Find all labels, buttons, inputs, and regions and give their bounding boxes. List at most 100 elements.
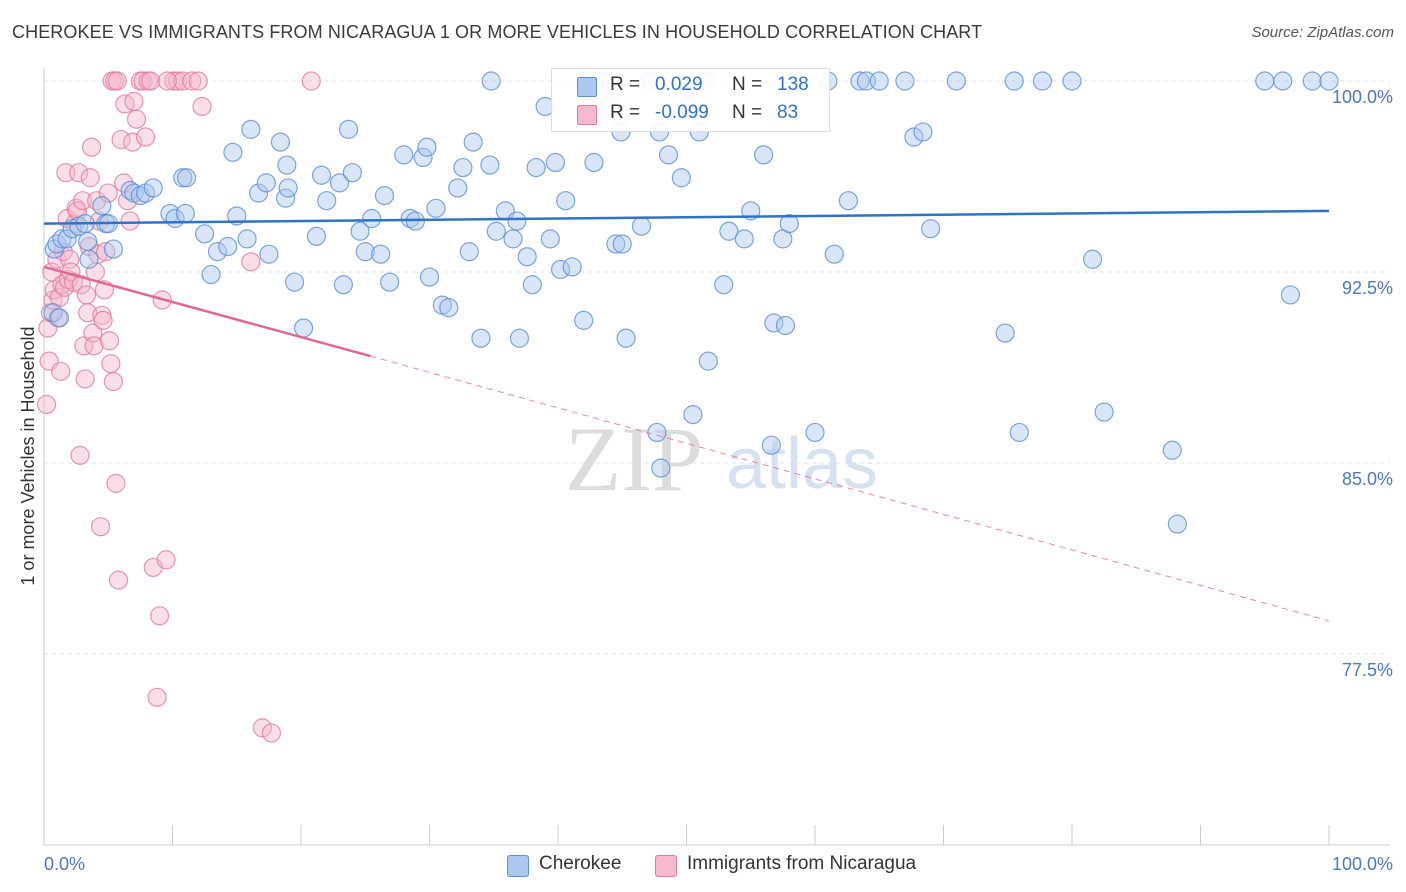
cherokee-point xyxy=(248,183,269,203)
cherokee-point xyxy=(779,214,799,234)
nicaragua-point xyxy=(156,550,176,570)
nicaragua-legend-label: Immigrants from Nicaragua xyxy=(687,853,917,874)
nicaragua-legend-swatch xyxy=(655,855,677,877)
cherokee-point xyxy=(1319,71,1339,91)
nicaragua-point xyxy=(301,71,321,91)
cherokee-points xyxy=(43,71,1339,534)
nicaragua-point xyxy=(157,71,177,91)
cherokee-point xyxy=(103,239,123,259)
cherokee-point xyxy=(1062,71,1082,91)
cherokee-point xyxy=(47,234,67,254)
nicaragua-point xyxy=(72,191,93,211)
cherokee-point xyxy=(241,119,261,139)
cherokee-point xyxy=(237,229,257,249)
cherokee-point xyxy=(317,191,337,211)
cherokee-point xyxy=(44,239,64,259)
axes-layer xyxy=(43,68,1390,846)
cherokee-point xyxy=(177,168,197,188)
cherokee-point xyxy=(671,168,691,188)
cherokee-point xyxy=(371,244,391,264)
nicaragua-point xyxy=(182,71,202,91)
cherokee-point xyxy=(342,163,362,183)
cherokee-point xyxy=(278,178,298,198)
cherokee-point xyxy=(448,178,468,198)
cherokee-point xyxy=(503,229,523,249)
cherokee-point xyxy=(921,219,941,239)
nicaragua-point xyxy=(252,718,273,738)
cherokee-point xyxy=(362,208,382,229)
nicaragua-point xyxy=(108,570,129,590)
y-tick-label: 100.0% xyxy=(1332,87,1393,107)
cherokee-point xyxy=(869,71,889,91)
nicaragua-point xyxy=(71,275,91,295)
nicaragua-trend-line xyxy=(43,265,371,358)
cherokee-trend-line xyxy=(43,209,1330,225)
cherokee-point xyxy=(574,310,594,330)
cherokee-point xyxy=(1162,440,1182,460)
cherokee-point xyxy=(201,264,221,285)
nicaragua-point xyxy=(192,96,212,117)
cherokee-swatch xyxy=(577,77,597,97)
legend-row-nicaragua: R = -0.099 N = 83 xyxy=(552,101,829,127)
nicaragua-point xyxy=(84,336,104,356)
cherokee-point xyxy=(57,229,77,249)
legend-row-cherokee: R = 0.029 N = 138 xyxy=(552,73,829,99)
cherokee-point xyxy=(753,145,774,165)
cherokee-point xyxy=(471,328,491,348)
cherokee-point xyxy=(218,236,238,257)
nicaragua-point xyxy=(168,71,188,91)
nicaragua-point xyxy=(188,71,208,91)
nicaragua-point xyxy=(135,127,156,147)
cherokee-point xyxy=(486,221,506,241)
nicaragua-point xyxy=(70,445,90,465)
cherokee-point xyxy=(1255,71,1275,91)
cherokee-point xyxy=(1009,422,1029,443)
nicaragua-point xyxy=(114,173,134,193)
cherokee-point xyxy=(584,152,604,173)
cherokee-point xyxy=(946,71,966,91)
watermark: ZIP atlas xyxy=(565,408,878,510)
cherokee-point xyxy=(1280,285,1301,305)
cherokee-point xyxy=(175,203,195,224)
nicaragua-point xyxy=(63,272,84,292)
cherokee-point xyxy=(333,275,354,295)
nicaragua-point xyxy=(107,71,127,91)
cherokee-point xyxy=(400,208,420,229)
cherokee-point xyxy=(838,191,859,211)
cherokee-point xyxy=(764,313,784,333)
nicaragua-point xyxy=(101,354,121,374)
stats-legend: R = 0.029 N = 138 R = -0.099 N = 83 xyxy=(551,68,830,132)
cherokee-point xyxy=(995,323,1015,343)
cherokee-point xyxy=(734,229,754,249)
legend-r-value: 0.029 xyxy=(655,74,703,95)
cherokee-point xyxy=(1273,71,1293,91)
nicaragua-swatch xyxy=(577,105,597,125)
cherokee-point xyxy=(49,308,70,328)
cherokee-point xyxy=(545,152,566,173)
cherokee-legend-swatch xyxy=(507,855,529,877)
nicaragua-point xyxy=(147,687,167,707)
cherokee-point xyxy=(143,178,163,198)
cherokee-point xyxy=(306,226,327,246)
cherokee-point xyxy=(540,229,560,249)
cherokee-legend-label: Cherokee xyxy=(539,853,622,874)
cherokee-point xyxy=(355,242,375,262)
cherokee-point xyxy=(277,155,297,175)
nicaragua-trend-extension xyxy=(370,355,1330,622)
cherokee-point xyxy=(223,142,243,162)
grid-layer xyxy=(44,80,1390,655)
cherokee-point xyxy=(311,165,332,185)
cherokee-point xyxy=(79,249,99,269)
cherokee-point xyxy=(612,234,632,254)
nicaragua-point xyxy=(80,168,100,188)
cherokee-point xyxy=(480,155,500,175)
cherokee-point xyxy=(805,422,825,443)
cherokee-point xyxy=(259,244,279,264)
cherokee-point xyxy=(698,351,718,371)
cherokee-point xyxy=(43,303,63,323)
nicaragua-point xyxy=(106,473,126,493)
cherokee-point xyxy=(913,122,933,142)
nicaragua-point xyxy=(133,71,153,91)
cherokee-point xyxy=(350,221,370,241)
cherokee-point xyxy=(284,272,305,292)
